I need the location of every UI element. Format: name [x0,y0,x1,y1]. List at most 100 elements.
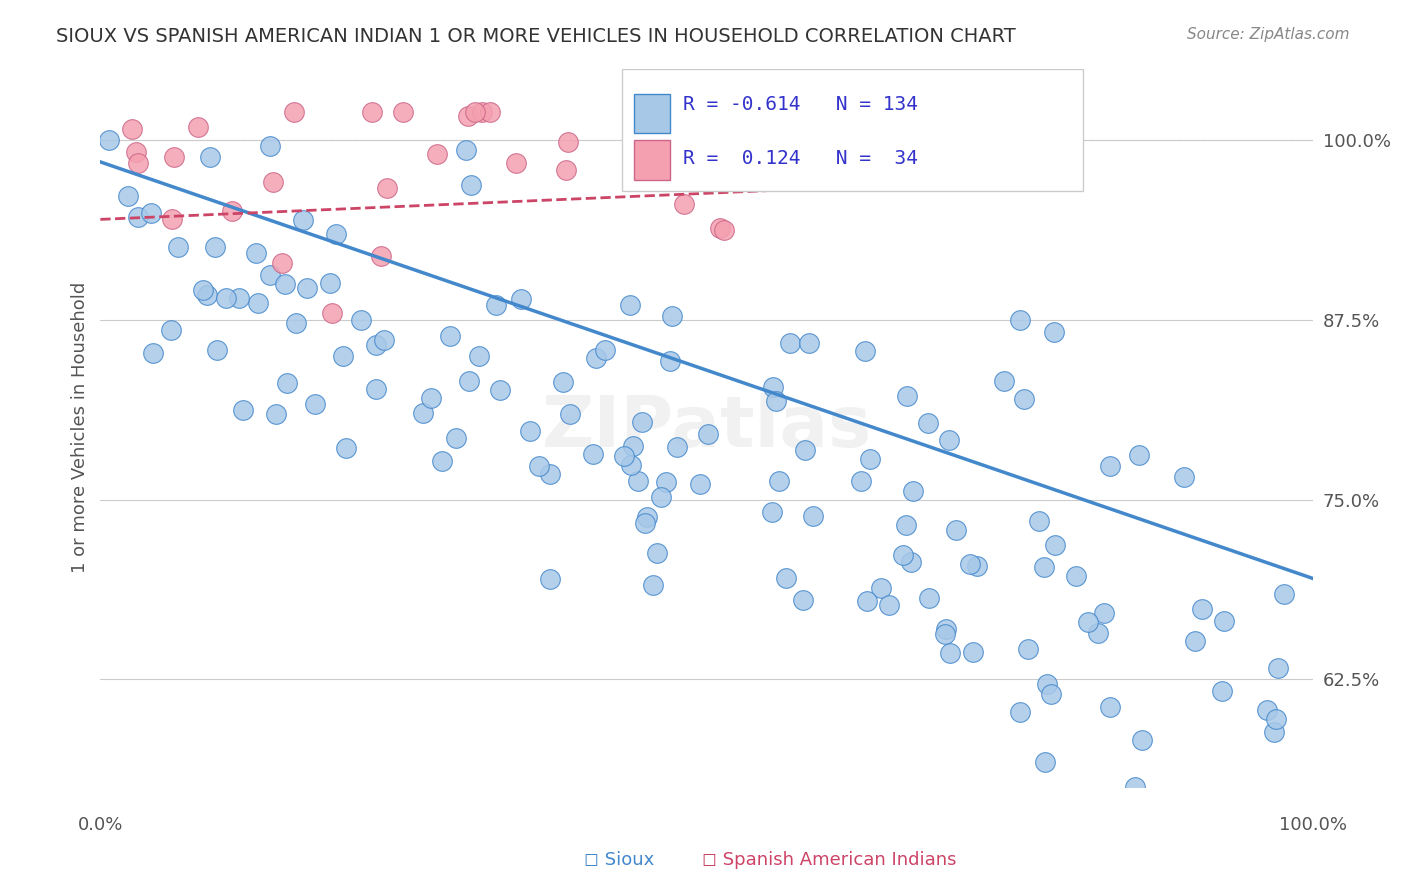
Point [938,433,960,447]
Point [160,323,183,337]
Point [918,591,941,605]
Point [457,109,479,123]
Point [538,573,561,587]
Point [619,458,641,473]
Point [779,336,801,351]
Point [270,256,292,270]
Point [1036,677,1059,691]
Point [127,156,149,170]
Point [634,516,657,530]
Point [851,475,873,489]
Point [765,394,787,409]
Point [689,476,711,491]
Point [430,454,453,468]
Point [554,162,576,177]
Point [945,523,967,537]
Point [139,206,162,220]
Point [1125,780,1147,794]
Point [460,178,482,193]
Point [768,474,790,488]
Point [1028,515,1050,529]
Point [1184,634,1206,648]
Point [703,104,725,119]
Point [162,211,184,226]
Point [775,571,797,585]
Point [375,181,398,195]
Point [1043,538,1066,552]
Point [1092,607,1115,621]
Point [797,336,820,351]
Point [855,594,877,608]
Point [464,104,486,119]
Point [484,298,506,312]
Point [335,441,357,455]
Point [593,343,616,357]
FancyBboxPatch shape [634,140,671,180]
Point [696,104,718,119]
Point [551,375,574,389]
Point [479,104,502,119]
Point [709,220,731,235]
Point [1191,601,1213,615]
Text: ◻ Sioux: ◻ Sioux [583,851,654,869]
Point [1066,569,1088,583]
Point [446,431,468,445]
Point [370,249,392,263]
Point [870,581,893,595]
Point [959,558,981,572]
Point [117,189,139,203]
Point [801,508,824,523]
Point [519,424,541,438]
Point [1077,615,1099,629]
Point [361,104,384,119]
Point [1040,687,1063,701]
Point [276,376,298,391]
Point [274,277,297,292]
Point [1042,325,1064,339]
Point [204,240,226,254]
Point [221,204,243,219]
Point [1272,587,1295,601]
Point [1087,626,1109,640]
Point [1017,641,1039,656]
Point [935,622,957,636]
Point [198,150,221,164]
Point [458,374,481,388]
Point [761,505,783,519]
Point [319,276,342,290]
Point [934,627,956,641]
Point [332,349,354,363]
Point [697,426,720,441]
Point [1012,392,1035,406]
Text: ZIPatlas: ZIPatlas [541,393,872,462]
Point [228,291,250,305]
Point [349,312,371,326]
Point [1256,703,1278,717]
Point [1130,732,1153,747]
Point [215,291,238,305]
Point [657,104,679,119]
Point [529,458,551,473]
Point [658,353,681,368]
Point [900,555,922,569]
Point [142,346,165,360]
Point [284,316,307,330]
Point [283,104,305,119]
Point [747,145,769,159]
Point [582,447,605,461]
Point [1173,470,1195,484]
Point [613,449,636,463]
Point [792,592,814,607]
Point [454,143,477,157]
Point [666,440,689,454]
Point [1128,448,1150,462]
Point [1263,725,1285,739]
Point [510,293,533,307]
Text: R =  0.124   N =  34: R = 0.124 N = 34 [682,149,918,168]
Point [585,351,607,366]
Text: Source: ZipAtlas.com: Source: ZipAtlas.com [1187,27,1350,42]
Point [392,104,415,119]
Point [794,442,817,457]
Point [191,284,214,298]
Point [993,374,1015,388]
